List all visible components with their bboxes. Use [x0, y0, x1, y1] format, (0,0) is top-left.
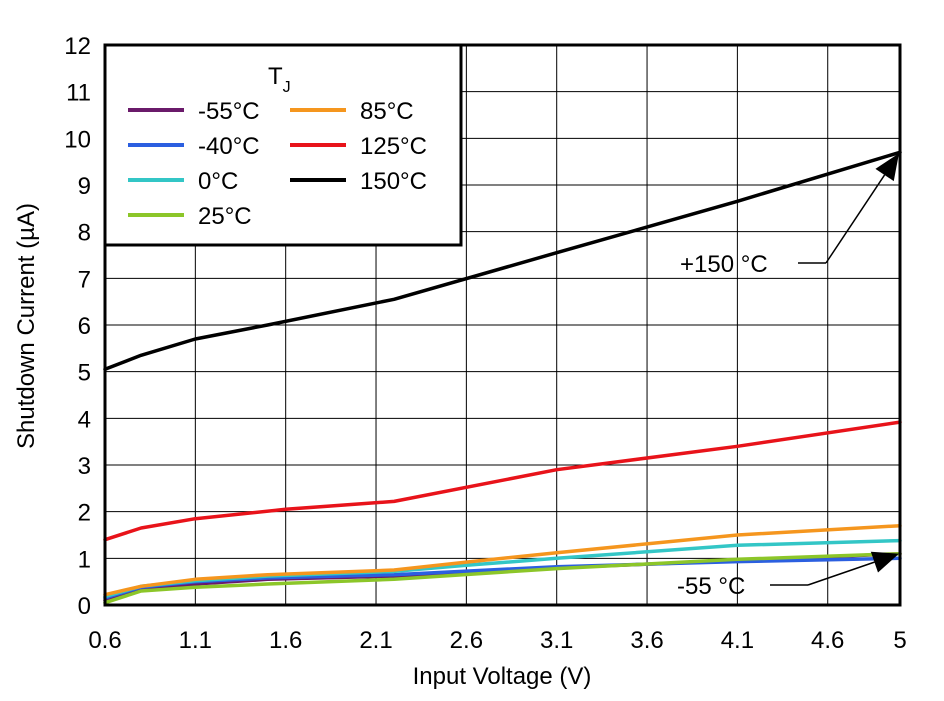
legend-label-3: 25°C [198, 203, 252, 230]
annotations: +150 °C -55 °C [677, 153, 899, 600]
y-tick-label: 10 [64, 126, 91, 153]
x-tick-label: 4.6 [811, 627, 844, 654]
y-tick-label: 4 [78, 406, 91, 433]
x-tick-label: 1.1 [179, 627, 212, 654]
y-tick-label: 11 [66, 80, 91, 107]
x-tick-label: 3.1 [540, 627, 573, 654]
y-tick-label: 6 [78, 313, 91, 340]
annotation-leader-1 [807, 561, 875, 586]
legend: TJ -55°C -40°C 0°C 25°C 85°C 125°C 150°C [103, 43, 463, 247]
x-tick-label: 1.6 [269, 627, 302, 654]
series-line-3 [103, 551, 902, 605]
x-tick-label: 4.1 [721, 627, 754, 654]
series-line-6 [103, 150, 902, 372]
y-tick-label: 5 [78, 360, 91, 387]
legend-label-0: -55°C [198, 98, 260, 125]
annotation-arrowhead-0 [875, 153, 899, 182]
annotation-arrowhead-1 [870, 551, 899, 573]
legend-label-6: 150°C [360, 168, 427, 195]
y-tick-label: 7 [78, 266, 91, 293]
series-group [103, 150, 902, 605]
y-tick-label: 1 [78, 546, 91, 573]
y-tick-label: 8 [78, 220, 91, 247]
x-tick-label: 5 [893, 627, 906, 654]
legend-label-1: -40°C [198, 133, 260, 160]
y-tick-label: 12 [64, 33, 91, 60]
x-tick-label: 2.1 [359, 627, 392, 654]
x-tick-label: 3.6 [630, 627, 663, 654]
y-tick-label: 3 [78, 453, 91, 480]
legend-title-main: T [268, 63, 283, 90]
y-tick-label: 9 [78, 173, 91, 200]
legend-items: -55°C -40°C 0°C 25°C 85°C 125°C 150°C [128, 98, 427, 230]
y-tick-label: 2 [78, 500, 91, 527]
x-tick-label: 0.6 [88, 627, 121, 654]
annotation-label-1: -55 °C [677, 573, 745, 600]
legend-label-2: 0°C [198, 168, 238, 195]
y-tick-label: 0 [78, 593, 91, 620]
plot-frame [103, 43, 902, 607]
series-line-4 [103, 523, 902, 597]
annotation-label-0: +150 °C [680, 251, 768, 278]
legend-label-5: 125°C [360, 133, 427, 160]
annotation-leader-0 [825, 174, 886, 264]
x-axis-label: Input Voltage (V) [413, 663, 592, 690]
x-tick-labels: 0.6 1.1 1.6 2.1 2.6 3.1 3.6 4.1 4.6 5 [88, 627, 906, 654]
legend-label-4: 85°C [360, 98, 414, 125]
x-tick-label: 2.6 [450, 627, 483, 654]
series-line-5 [103, 420, 902, 542]
y-axis-label: Shutdown Current (µA) [13, 203, 40, 449]
legend-title: TJ [268, 63, 291, 96]
legend-title-sub: J [283, 79, 291, 96]
